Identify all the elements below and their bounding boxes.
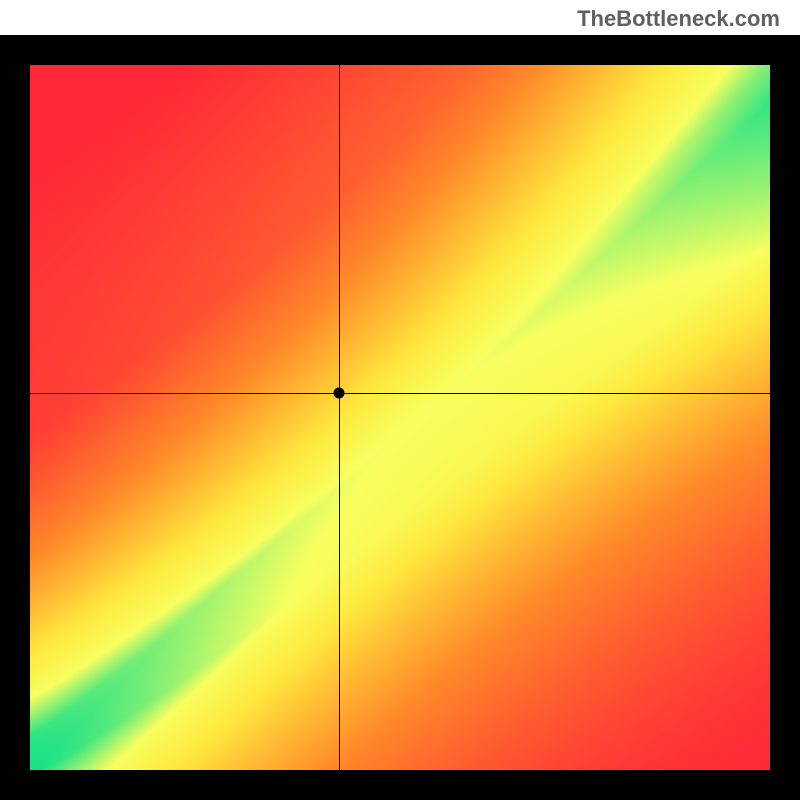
attribution-text: TheBottleneck.com <box>577 6 780 32</box>
marker-dot <box>334 387 345 398</box>
bottleneck-heatmap <box>30 65 770 770</box>
chart-frame <box>0 35 800 800</box>
crosshair-horizontal <box>30 393 770 394</box>
crosshair-vertical <box>339 65 340 770</box>
